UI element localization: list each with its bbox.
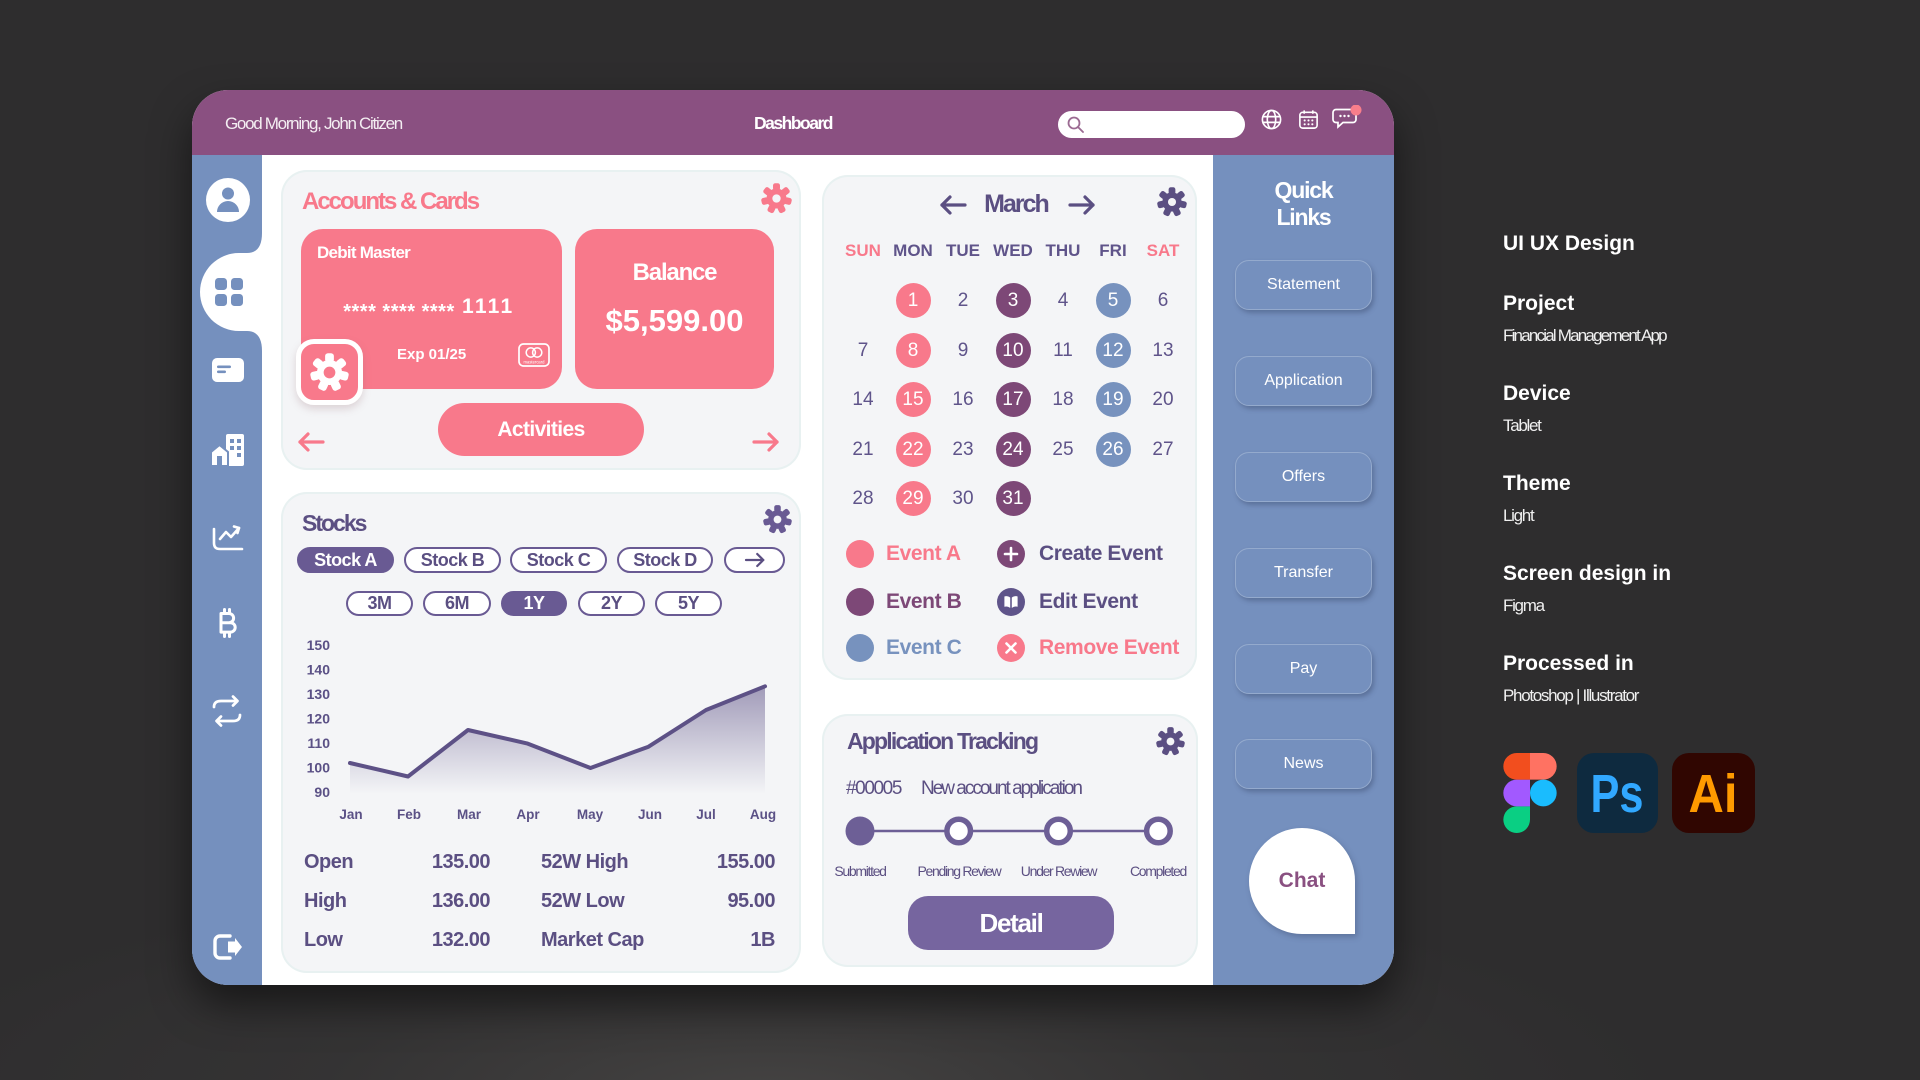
svg-text:Feb: Feb [397, 807, 421, 822]
svg-text:100: 100 [307, 760, 331, 776]
svg-text:110: 110 [307, 735, 330, 751]
svg-text:Jan: Jan [339, 807, 362, 822]
svg-text:Mar: Mar [457, 807, 482, 822]
svg-text:Aug: Aug [750, 807, 776, 822]
svg-text:Ps: Ps [1591, 764, 1644, 824]
svg-text:Apr: Apr [516, 807, 540, 822]
svg-text:120: 120 [307, 711, 331, 727]
svg-text:90: 90 [314, 784, 330, 800]
svg-text:Jul: Jul [696, 807, 716, 822]
svg-text:mastercard: mastercard [524, 360, 546, 365]
svg-text:140: 140 [307, 662, 331, 678]
svg-text:Ai: Ai [1689, 764, 1738, 824]
svg-text:Jun: Jun [638, 807, 662, 822]
svg-text:May: May [577, 807, 604, 822]
svg-text:130: 130 [307, 686, 331, 702]
svg-text:150: 150 [307, 637, 331, 653]
